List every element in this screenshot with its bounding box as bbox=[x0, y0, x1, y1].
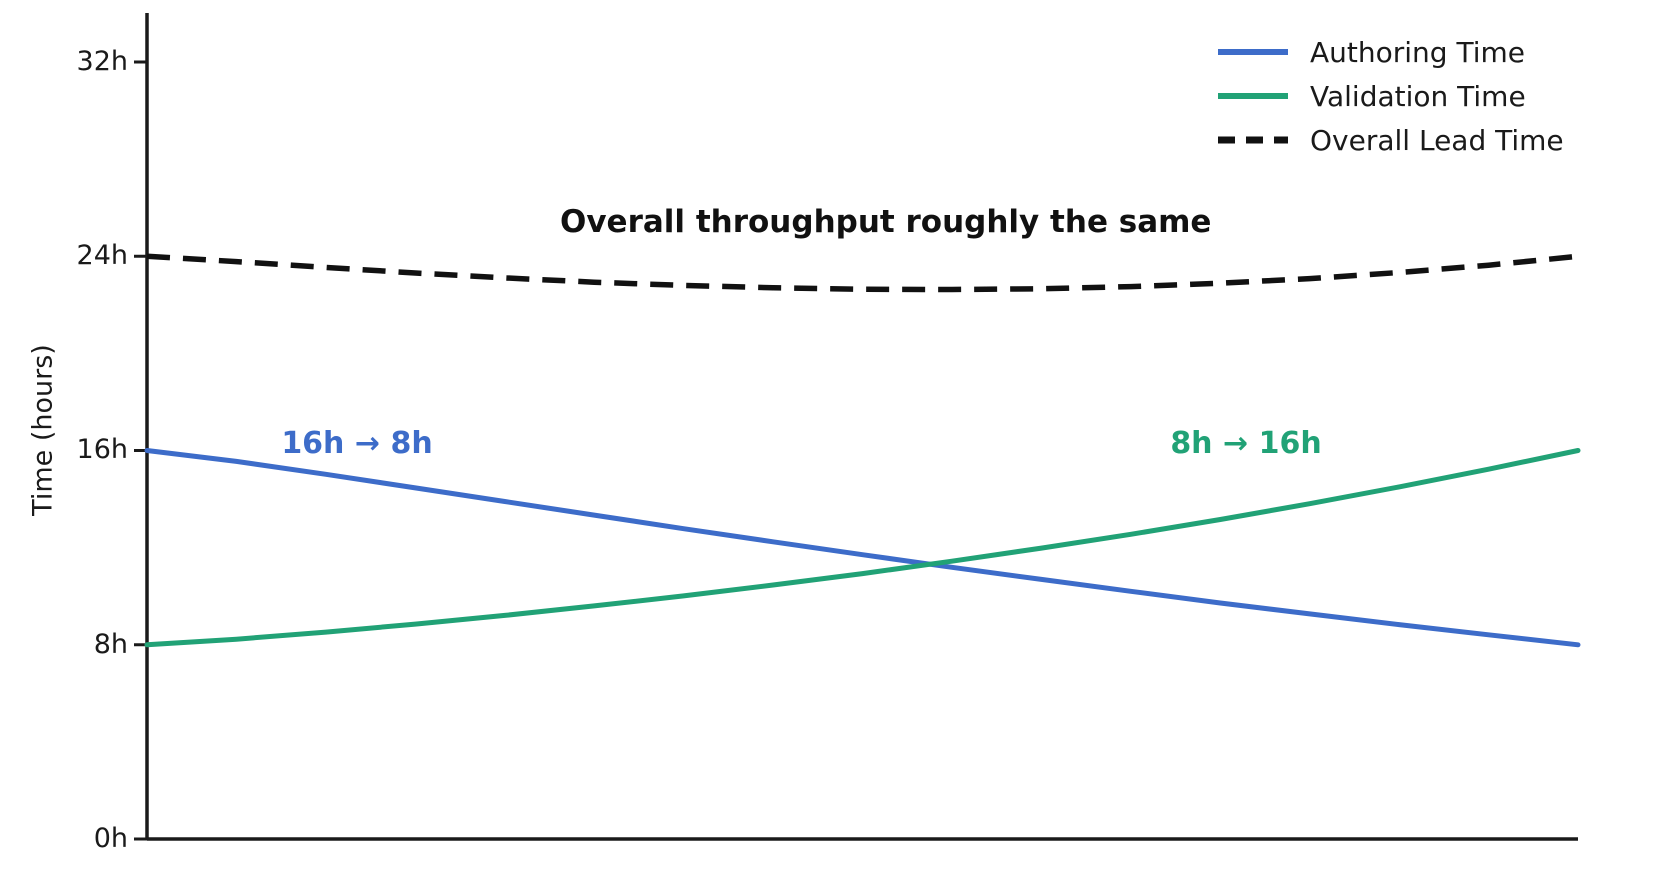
y-tick-label-16h: 16h bbox=[76, 434, 128, 465]
overall-throughput-annotation: Overall throughput roughly the same bbox=[560, 204, 1212, 240]
y-tick-marks bbox=[134, 60, 147, 841]
authoring-annotation: 16h → 8h bbox=[281, 426, 433, 461]
legend-label-overall: Overall Lead Time bbox=[1310, 123, 1564, 157]
y-tick-label-8h: 8h bbox=[93, 629, 128, 660]
y-tick-label-32h: 32h bbox=[76, 46, 128, 77]
y-tick-label-24h: 24h bbox=[76, 240, 128, 271]
overall-lead-time-line bbox=[146, 253, 1579, 293]
legend-row-authoring: Authoring Time bbox=[1218, 30, 1564, 74]
validation-annotation: 8h → 16h bbox=[1170, 426, 1322, 461]
validation-time-line bbox=[144, 448, 1581, 648]
authoring-time-line bbox=[144, 448, 1581, 648]
legend-row-validation: Validation Time bbox=[1218, 74, 1564, 118]
authoring-line-swatch-icon bbox=[1218, 49, 1288, 55]
legend-row-overall: Overall Lead Time bbox=[1218, 118, 1564, 162]
overall-dashed-swatch-icon bbox=[1218, 136, 1288, 144]
legend-label-authoring: Authoring Time bbox=[1310, 35, 1525, 69]
y-axis-title: Time (hours) bbox=[27, 344, 59, 516]
validation-line-swatch-icon bbox=[1218, 93, 1288, 99]
legend: Authoring Time Validation Time Overall L… bbox=[1218, 30, 1564, 162]
legend-label-validation: Validation Time bbox=[1310, 79, 1526, 113]
y-tick-label-0h: 0h bbox=[93, 823, 128, 854]
